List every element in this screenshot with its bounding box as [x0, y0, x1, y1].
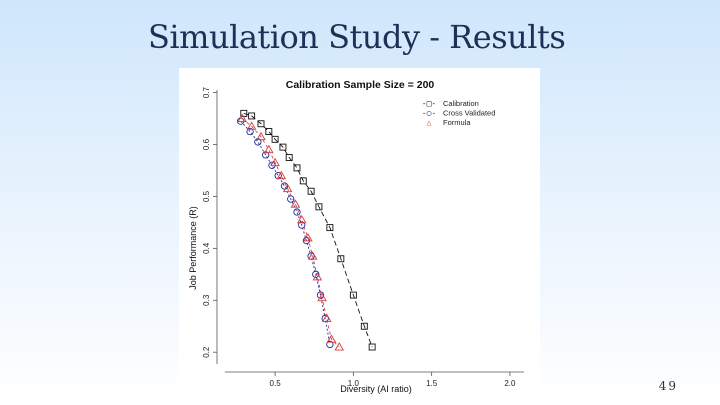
data-point	[312, 272, 323, 281]
series-line	[240, 120, 331, 345]
data-point	[307, 251, 318, 260]
data-point	[312, 270, 320, 278]
series-calibration	[240, 109, 376, 351]
legend-item: -□- Calibration	[422, 99, 479, 108]
series-line	[241, 118, 340, 348]
data-point	[298, 221, 306, 229]
data-point	[293, 208, 301, 216]
data-point	[321, 313, 332, 322]
data-point	[326, 334, 337, 343]
chart-svg: Calibration Sample Size = 200 Diversity …	[188, 79, 524, 394]
data-point	[299, 177, 307, 185]
series-layer	[237, 109, 376, 351]
x-axis-label: Diversity (AI ratio)	[340, 384, 412, 394]
data-point	[246, 127, 254, 136]
data-point	[326, 224, 334, 232]
legend-item: -○- Cross Validated	[422, 109, 496, 118]
data-point	[265, 128, 273, 135]
y-tick-label: 0.2	[202, 346, 211, 358]
axes: 0.2 0.3 0.4 0.5 0.6 0.7 0.5 1.0 1.5 2.0	[202, 86, 524, 388]
data-point	[276, 170, 287, 180]
y-tick-label: 0.5	[202, 190, 211, 202]
page-number: 49	[658, 379, 678, 393]
series-line	[243, 112, 373, 348]
data-point	[256, 131, 266, 141]
series-formula	[237, 113, 345, 351]
data-point	[279, 143, 287, 151]
x-tick-label: 2.0	[504, 379, 516, 388]
data-point	[315, 203, 323, 211]
legend-symbol: -○-	[422, 109, 436, 118]
x-tick-label: 1.5	[426, 379, 438, 388]
legend-symbol: △	[427, 118, 432, 127]
legend-symbol: -□-	[422, 99, 436, 108]
slide-title: Simulation Study - Results	[148, 18, 566, 56]
y-tick-label: 0.4	[202, 242, 211, 254]
data-point	[257, 120, 265, 128]
data-point	[368, 343, 376, 351]
data-point	[237, 113, 247, 123]
data-point	[264, 144, 274, 154]
data-point	[282, 183, 293, 193]
y-tick-label: 0.7	[202, 86, 211, 98]
y-tick-label: 0.6	[202, 138, 211, 150]
x-tick-label: 1.0	[348, 379, 360, 388]
data-point	[290, 199, 301, 208]
data-point	[270, 157, 280, 167]
data-point	[246, 121, 257, 130]
data-point	[296, 214, 307, 224]
data-point	[293, 164, 301, 172]
data-point	[337, 255, 345, 263]
data-point	[248, 112, 256, 120]
data-point	[317, 292, 327, 302]
x-tick-label: 0.5	[270, 379, 282, 388]
legend-item: △ Formula	[427, 118, 472, 127]
data-point	[271, 135, 279, 143]
y-tick-label: 0.3	[202, 294, 211, 306]
data-point	[303, 233, 313, 242]
data-point	[285, 154, 293, 161]
legend-label: Formula	[443, 118, 471, 127]
chart-title: Calibration Sample Size = 200	[286, 79, 435, 91]
data-point	[349, 291, 357, 299]
data-point	[326, 340, 334, 349]
legend-label: Cross Validated	[443, 109, 495, 118]
chart: Calibration Sample Size = 200 Diversity …	[179, 68, 540, 398]
y-axis-label: Job Performance (R)	[188, 206, 198, 290]
data-point	[360, 322, 368, 330]
data-point	[307, 187, 315, 195]
legend: -□- Calibration -○- Cross Validated △ Formula	[422, 99, 496, 127]
series-cross-validated	[237, 117, 334, 349]
data-point	[240, 109, 248, 117]
data-point	[334, 342, 345, 351]
legend-label: Calibration	[443, 99, 479, 108]
